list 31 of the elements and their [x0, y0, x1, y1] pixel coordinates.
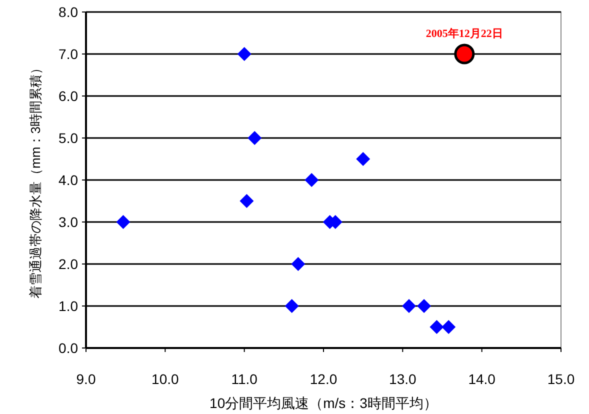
x-axis-title: 10分間平均風速（m/s：3時間平均）: [210, 395, 438, 411]
x-tick-label: 13.0: [389, 371, 417, 387]
y-tick-label: 3.0: [58, 214, 78, 230]
point: [237, 47, 252, 61]
point: [417, 299, 432, 313]
y-tick-label: 2.0: [58, 256, 78, 272]
point: [284, 299, 299, 313]
x-tick-label: 9.0: [76, 371, 96, 387]
y-axis-title: 着雪通過帯の降水量（mm：3時間累積）: [28, 62, 43, 298]
y-tick-label: 5.0: [58, 130, 78, 146]
annotation: 2005年12月22日: [426, 27, 503, 40]
x-tick-label: 14.0: [468, 371, 496, 387]
x-tick-label: 10.0: [152, 371, 180, 387]
y-tick-label: 4.0: [58, 172, 78, 188]
y-tick-label: 0.0: [58, 340, 78, 356]
point: [430, 320, 444, 334]
point: [356, 152, 370, 166]
point: [248, 131, 262, 145]
point: [291, 257, 306, 271]
x-tick-label: 12.0: [310, 371, 338, 387]
point: [116, 215, 130, 229]
y-tick-label: 1.0: [58, 298, 78, 314]
y-tick-label: 7.0: [58, 46, 78, 62]
point: [402, 299, 416, 313]
point: [240, 194, 254, 208]
x-tick-label: 11.0: [231, 371, 258, 387]
point: [442, 320, 456, 334]
x-tick-label: 15.0: [547, 371, 575, 387]
point: [304, 173, 319, 187]
y-tick-label: 6.0: [58, 88, 78, 104]
y-tick-label: 8.0: [58, 4, 78, 20]
